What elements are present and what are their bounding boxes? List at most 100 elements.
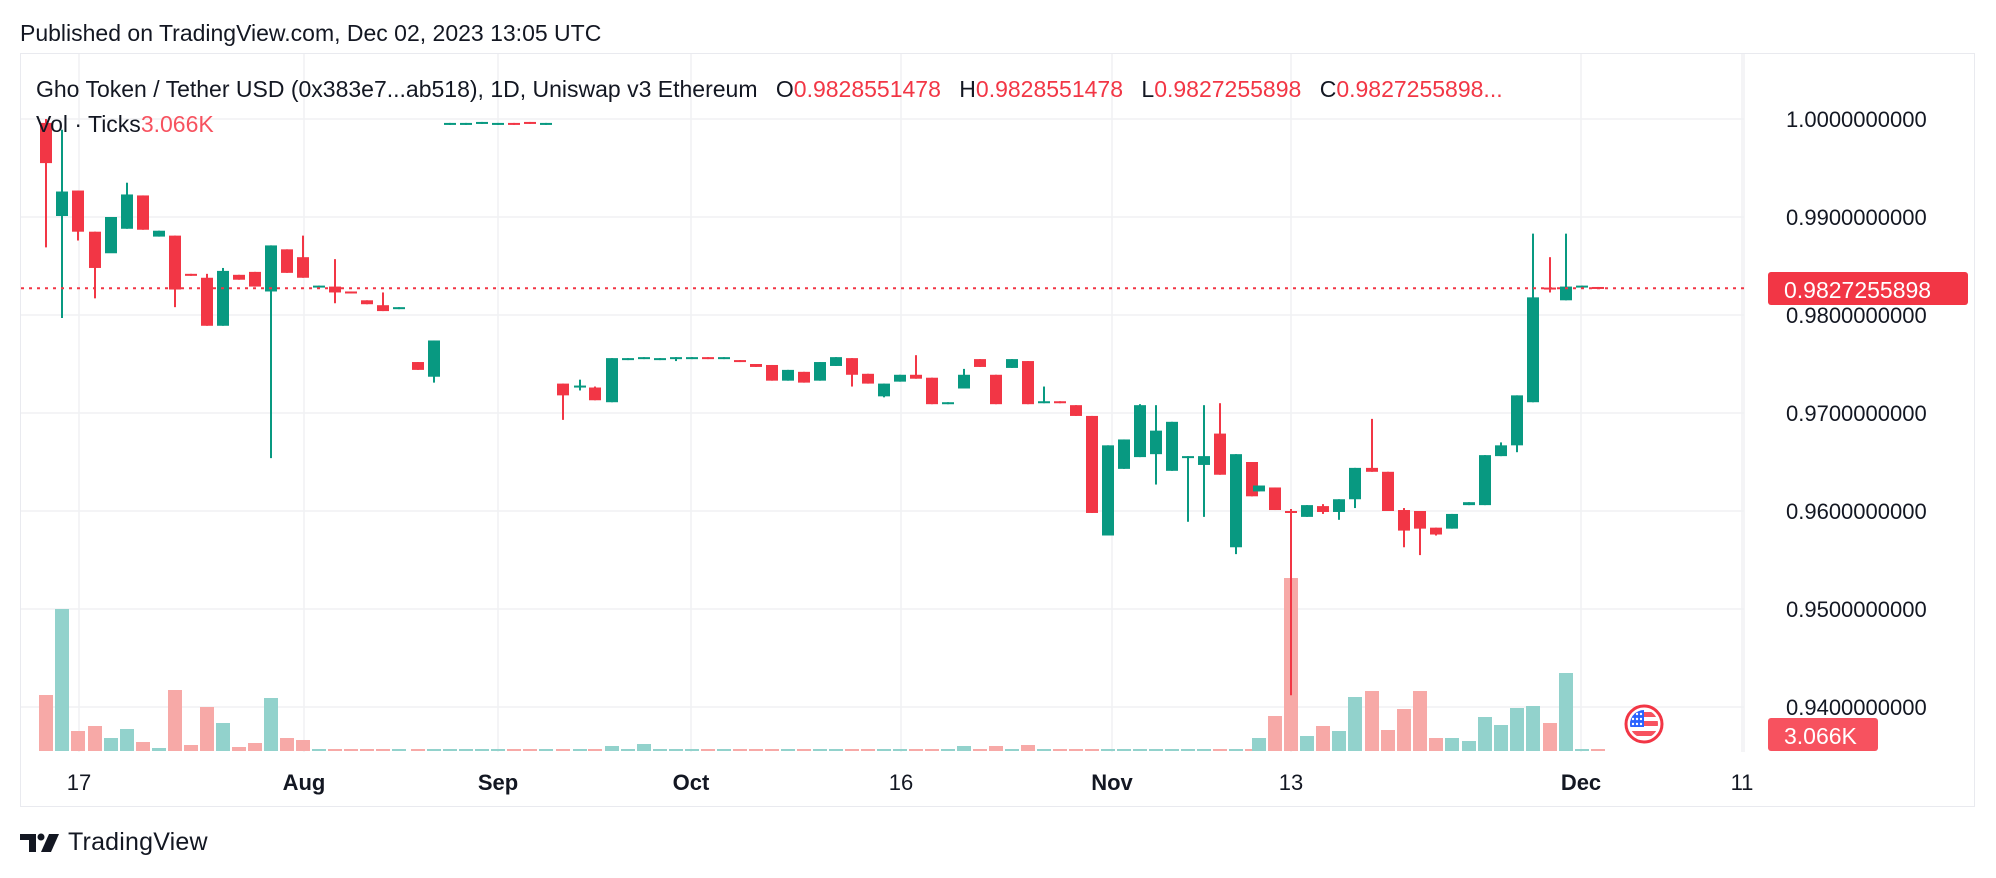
candle[interactable] [814,362,826,381]
candle[interactable] [1479,455,1491,506]
candle[interactable] [1214,403,1226,475]
candle[interactable] [1006,359,1018,368]
candle[interactable] [121,182,133,229]
candle[interactable] [830,357,842,366]
candle[interactable] [233,274,245,280]
candle[interactable] [56,129,68,318]
candle[interactable] [1166,421,1178,471]
candle[interactable] [297,235,309,278]
candle[interactable] [40,119,52,248]
candle[interactable] [1022,361,1034,405]
candle[interactable] [377,292,389,312]
candle[interactable] [862,373,874,384]
candle[interactable] [734,360,746,363]
candle[interactable] [1269,487,1281,511]
candle[interactable] [361,300,373,305]
candle[interactable] [508,122,520,125]
candle[interactable] [1102,445,1114,536]
candle[interactable] [201,273,213,326]
candle[interactable] [1430,527,1442,536]
candle[interactable] [574,379,586,391]
candle[interactable] [990,374,1002,405]
candle[interactable] [460,122,472,125]
candle[interactable] [169,235,181,308]
candle[interactable] [249,271,261,287]
candle[interactable] [72,190,84,241]
candle[interactable] [393,307,405,310]
candle[interactable] [329,259,341,304]
time-axis[interactable]: 17 Aug Sep Oct 16 Nov 13 Dec 11 [67,770,1754,795]
candle[interactable] [878,383,890,398]
candle[interactable] [974,359,986,367]
candle[interactable] [942,402,954,405]
candle[interactable] [89,231,101,299]
candle[interactable] [1382,471,1394,511]
candle[interactable] [281,249,293,273]
candle[interactable] [217,267,229,326]
candle[interactable] [1560,233,1572,301]
candle[interactable] [1150,405,1162,485]
candle[interactable] [265,245,277,459]
candle[interactable] [153,230,165,237]
candle[interactable] [313,285,325,288]
candle[interactable] [137,195,149,230]
candle[interactable] [670,357,682,362]
candle[interactable] [185,273,197,276]
volume-label[interactable]: Vol · Ticks [36,111,141,137]
candle[interactable] [1134,404,1146,458]
candle[interactable] [557,383,569,420]
candle[interactable] [622,358,634,361]
candle[interactable] [782,369,794,381]
candle[interactable] [412,362,424,370]
candle[interactable] [1527,233,1539,403]
candle[interactable] [476,121,488,124]
candle[interactable] [1446,513,1458,529]
candle[interactable] [958,368,970,389]
candle[interactable] [654,358,666,361]
tradingview-logo[interactable]: TradingView [20,828,208,857]
candle[interactable] [1398,508,1410,548]
price-axis[interactable]: 1.0000000000 0.9900000000 0.9800000000 0.97… [1786,107,1927,720]
candle[interactable] [718,357,730,360]
candle[interactable] [1070,405,1082,416]
candle[interactable] [1230,454,1242,555]
candle[interactable] [798,371,810,383]
candle[interactable] [345,291,357,294]
candle[interactable] [1333,499,1345,520]
us-flag-icon[interactable] [1624,704,1664,744]
candle[interactable] [1463,502,1475,506]
candle[interactable] [702,357,714,360]
candle[interactable] [750,364,762,367]
candle[interactable] [926,377,938,405]
candle[interactable] [1054,401,1066,404]
candle[interactable] [1366,418,1378,472]
candle[interactable] [1317,504,1329,514]
candle[interactable] [638,357,650,360]
candle[interactable] [524,121,536,124]
candle[interactable] [1576,285,1588,288]
candle[interactable] [1253,485,1265,492]
candle[interactable] [686,357,698,360]
candle[interactable] [1086,415,1098,513]
candle[interactable] [540,122,552,125]
candle[interactable] [1511,395,1523,453]
candle[interactable] [1349,467,1361,509]
candle[interactable] [1544,257,1556,293]
candle[interactable] [1301,505,1313,517]
candle[interactable] [1414,511,1426,556]
candle[interactable] [894,374,906,382]
candle[interactable] [1198,405,1210,517]
candle[interactable] [1495,442,1507,457]
symbol-title[interactable]: Gho Token / Tether USD (0x383e7...ab518)… [36,76,758,102]
candle[interactable] [1182,456,1194,522]
candle[interactable] [1038,386,1050,404]
candle[interactable] [1285,509,1297,696]
candle[interactable] [846,358,858,387]
candle[interactable] [444,122,456,125]
candle[interactable] [589,386,601,401]
candle[interactable] [492,122,504,125]
candle[interactable] [105,217,117,254]
candle[interactable] [766,364,778,381]
candle[interactable] [606,358,618,403]
